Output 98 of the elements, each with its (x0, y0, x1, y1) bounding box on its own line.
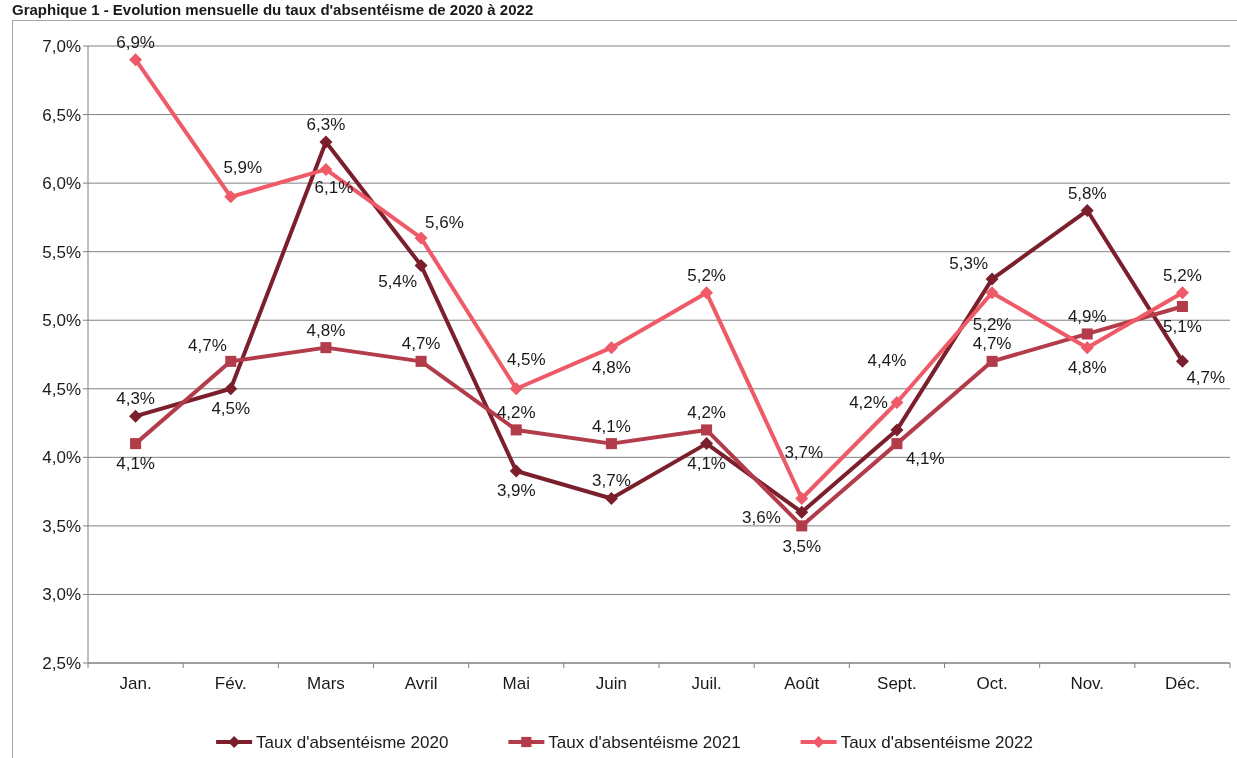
data-label: 4,2% (849, 392, 888, 412)
data-label: 5,2% (1163, 265, 1202, 285)
data-label: 4,7% (188, 336, 227, 356)
point (891, 438, 903, 450)
y-tick-label: 6,5% (42, 105, 81, 125)
point (510, 424, 522, 436)
point (890, 423, 904, 437)
data-label: 4,8% (592, 357, 631, 377)
point (415, 355, 427, 367)
data-label: 5,9% (223, 157, 263, 177)
data-label: 5,8% (1067, 183, 1107, 203)
data-label: 3,7% (592, 471, 631, 491)
point (224, 190, 238, 204)
x-tick-label: Avril (404, 674, 438, 693)
data-label: 5,2% (972, 314, 1012, 334)
data-label: 3,9% (496, 481, 536, 501)
point (986, 355, 998, 367)
y-tick-label: 6,0% (42, 174, 81, 194)
data-label: 4,2% (687, 402, 726, 422)
point (985, 286, 999, 300)
point (129, 409, 143, 423)
point (414, 231, 428, 245)
chart-title: Graphique 1 - Evolution mensuelle du taux d'absentéisme de 2020 à 2022 (12, 1, 534, 18)
point (985, 272, 999, 286)
data-label: 4,3% (116, 389, 155, 409)
point (605, 438, 617, 450)
data-label: 4,1% (592, 416, 631, 436)
point (1080, 204, 1094, 218)
point (130, 438, 142, 450)
data-label: 4,8% (306, 320, 346, 340)
data-label: 5,3% (949, 254, 989, 274)
y-tick-label: 5,0% (42, 311, 81, 331)
data-label: 4,1% (116, 453, 155, 473)
data-label: 4,7% (401, 334, 441, 354)
data-label: 4,8% (1067, 357, 1107, 377)
y-tick-label: 7,0% (42, 37, 81, 56)
point (320, 342, 332, 354)
data-label: 3,5% (782, 536, 822, 556)
data-label: 5,2% (687, 265, 726, 285)
data-label: 6,1% (314, 178, 354, 198)
data-label: 5,6% (425, 212, 464, 232)
point (319, 162, 333, 176)
legend-label: Taux d'absentéisme 2020 (256, 733, 449, 752)
x-tick-label: Sept. (877, 674, 917, 693)
data-label: 3,6% (742, 508, 781, 528)
data-label: 6,9% (116, 32, 155, 52)
y-tick-label: 3,5% (42, 516, 81, 536)
x-tick-label: Juil. (691, 674, 722, 693)
y-tick-label: 2,5% (42, 654, 81, 673)
point (604, 341, 618, 355)
point (225, 355, 237, 367)
data-label: 5,4% (378, 272, 418, 292)
x-tick-label: Août (784, 674, 820, 693)
x-tick-label: Déc. (1164, 674, 1200, 693)
legend-label: Taux d'absentéisme 2022 (840, 733, 1033, 752)
data-label: 3,7% (784, 443, 824, 463)
data-label: 6,3% (306, 114, 346, 134)
point (1175, 354, 1189, 368)
y-tick-label: 5,5% (42, 242, 81, 262)
point (414, 258, 428, 272)
x-tick-label: Fév. (214, 674, 247, 693)
point (795, 491, 809, 505)
y-tick-label: 4,0% (42, 448, 81, 468)
point (1176, 300, 1188, 313)
data-label: 4,9% (1067, 306, 1107, 326)
data-label: 4,1% (905, 448, 945, 468)
y-tick-label: 3,0% (42, 585, 81, 605)
point (1080, 341, 1094, 355)
point (795, 505, 809, 519)
x-tick-label: Jan. (119, 674, 152, 693)
legend-label: Taux d'absentéisme 2021 (548, 733, 741, 752)
point (1081, 328, 1093, 340)
x-tick-label: Juin (595, 674, 628, 693)
y-tick-label: 4,5% (42, 379, 81, 399)
point (604, 491, 618, 505)
data-label: 4,2% (496, 402, 536, 422)
x-tick-label: Oct. (976, 674, 1008, 693)
data-label: 4,4% (867, 351, 907, 371)
point (319, 135, 333, 149)
point (890, 395, 904, 409)
point (1175, 286, 1189, 300)
x-tick-label: Mars (307, 674, 345, 693)
x-tick-label: Nov. (1070, 674, 1105, 693)
point (509, 464, 523, 478)
data-label: 4,5% (506, 349, 546, 369)
point (796, 520, 808, 532)
data-label: 4,7% (972, 334, 1012, 354)
data-label: 4,5% (211, 398, 251, 418)
data-label: 4,7% (1186, 368, 1226, 388)
data-label: 5,1% (1163, 316, 1202, 336)
point (509, 382, 523, 396)
point (700, 437, 714, 451)
point (129, 53, 143, 67)
point (224, 382, 238, 396)
point (701, 424, 713, 436)
data-label: 4,1% (687, 453, 726, 473)
x-tick-label: Mai (502, 674, 530, 693)
point (700, 286, 714, 300)
